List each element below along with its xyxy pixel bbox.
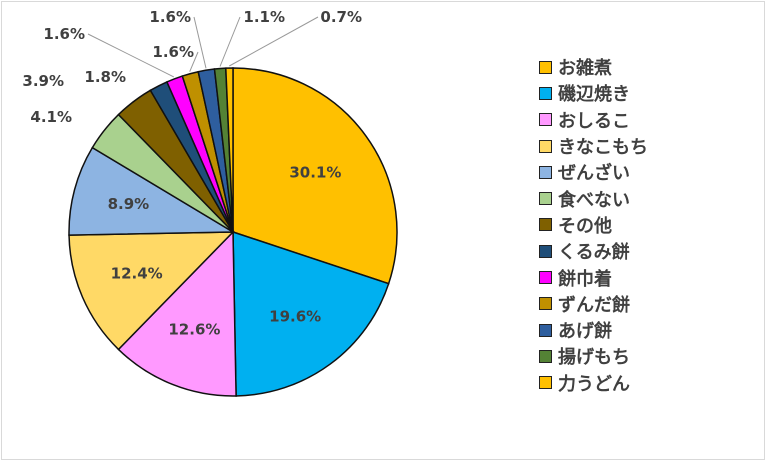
pie-slice	[68, 231, 235, 351]
legend-item: 餅巾着	[539, 264, 648, 290]
pie-slice	[117, 230, 237, 397]
legend-swatch	[539, 244, 552, 258]
legend-label: おしるこ	[558, 110, 630, 132]
legend-swatch	[539, 86, 552, 100]
legend-label: 食べない	[558, 189, 630, 211]
legend: お雑煮 磯辺焼き おしるこ きなこもち ぜんざい 食べない その他 くるみ餅 餅…	[539, 54, 648, 396]
legend-swatch	[539, 192, 552, 206]
legend-swatch	[539, 113, 552, 127]
legend-label: 磯辺焼き	[558, 84, 630, 106]
leader-line	[229, 16, 319, 67]
data-label: 8.9%	[108, 195, 150, 213]
legend-label: 餅巾着	[558, 268, 612, 290]
legend-swatch	[539, 376, 552, 390]
legend-item: きなこもち	[539, 133, 648, 159]
pie-slice	[225, 67, 234, 233]
legend-item: 力うどん	[539, 370, 648, 396]
legend-item: ぜんざい	[539, 159, 648, 185]
legend-swatch	[539, 139, 552, 153]
data-label: 19.6%	[269, 308, 321, 326]
legend-label: くるみ餅	[558, 242, 630, 264]
data-label: 1.6%	[152, 43, 194, 61]
legend-swatch	[539, 218, 552, 232]
legend-swatch	[539, 297, 552, 311]
data-label: 3.9%	[22, 72, 64, 90]
data-label: 1.1%	[243, 8, 285, 26]
legend-label: ずんだ餅	[558, 294, 630, 316]
leader-line	[219, 16, 241, 67]
legend-label: 揚げもち	[558, 347, 630, 369]
legend-item: くるみ餅	[539, 238, 648, 264]
legend-item: あげ餅	[539, 317, 648, 343]
data-label: 1.6%	[43, 25, 85, 43]
data-label: 1.6%	[149, 8, 191, 26]
legend-item: 食べない	[539, 185, 648, 211]
data-label: 0.7%	[320, 8, 362, 26]
legend-swatch	[539, 323, 552, 337]
legend-label: ぜんざい	[558, 163, 630, 185]
data-label: 1.8%	[84, 68, 126, 86]
pie-slice	[232, 67, 398, 285]
legend-label: あげ餅	[558, 321, 612, 343]
legend-label: 力うどん	[558, 373, 630, 395]
legend-label: きなこもち	[558, 137, 648, 159]
legend-swatch	[539, 271, 552, 285]
data-label: 30.1%	[289, 164, 341, 182]
legend-label: その他	[558, 215, 612, 237]
legend-item: ずんだ餅	[539, 291, 648, 317]
legend-item: 磯辺焼き	[539, 80, 648, 106]
legend-swatch	[539, 60, 552, 74]
leader-line	[189, 51, 199, 72]
legend-swatch	[539, 349, 552, 363]
legend-item: お雑煮	[539, 54, 648, 80]
legend-item: その他	[539, 212, 648, 238]
pie-slice	[68, 146, 236, 236]
legend-item: 揚げもち	[539, 343, 648, 369]
leader-line	[87, 33, 175, 78]
legend-swatch	[539, 165, 552, 179]
pie-slice	[232, 230, 390, 397]
data-label: 12.4%	[111, 265, 163, 283]
data-label: 12.6%	[168, 321, 220, 339]
legend-item: おしるこ	[539, 107, 648, 133]
data-label: 4.1%	[30, 108, 72, 126]
legend-label: お雑煮	[558, 58, 612, 80]
leader-line	[193, 16, 207, 69]
